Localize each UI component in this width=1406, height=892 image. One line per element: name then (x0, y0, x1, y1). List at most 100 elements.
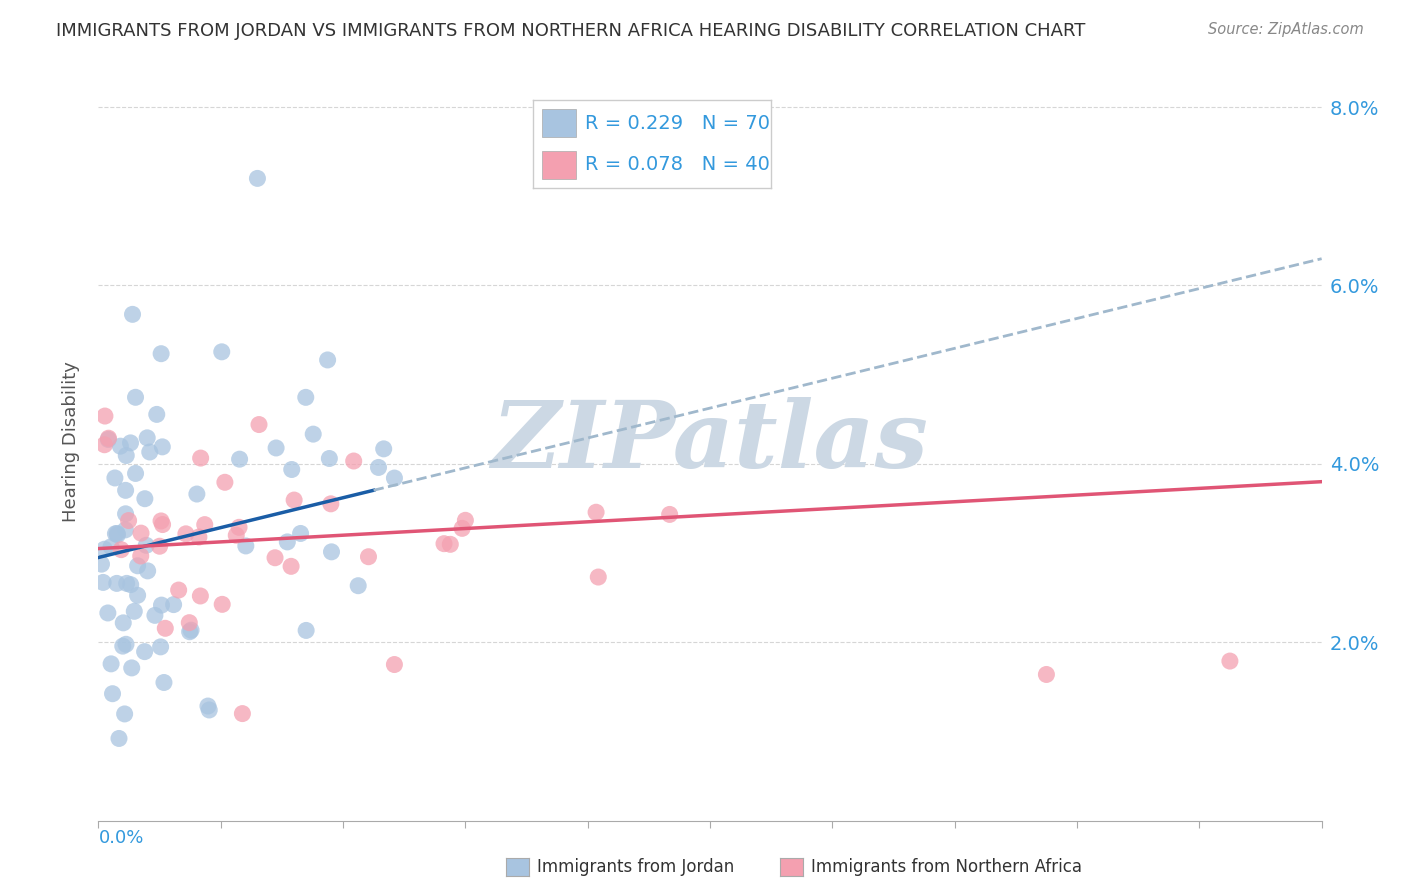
Point (162, 598, 184, 612)
Point (214, 475, 236, 490)
Point (433, 536, 456, 550)
Point (124, 390, 146, 404)
Point (139, 445, 162, 459)
Text: Immigrants from Northern Africa: Immigrants from Northern Africa (811, 858, 1083, 876)
Point (295, 624, 318, 638)
Point (280, 559, 302, 574)
Point (129, 549, 152, 563)
Point (114, 507, 136, 521)
Point (127, 588, 149, 602)
Point (121, 307, 143, 321)
Point (187, 530, 209, 544)
Point (264, 550, 287, 565)
Point (105, 576, 128, 591)
Point (658, 508, 681, 522)
Text: IMMIGRANTS FROM JORDAN VS IMMIGRANTS FROM NORTHERN AFRICA HEARING DISABILITY COR: IMMIGRANTS FROM JORDAN VS IMMIGRANTS FRO… (56, 22, 1085, 40)
Point (105, 526, 128, 541)
Point (225, 528, 247, 542)
Point (90, 557, 112, 571)
Point (231, 706, 253, 721)
Text: ZIPatlas: ZIPatlas (492, 397, 928, 486)
Point (235, 539, 257, 553)
Point (124, 604, 146, 618)
Point (347, 579, 370, 593)
Point (97, 431, 120, 445)
Point (357, 549, 380, 564)
Point (174, 526, 197, 541)
Point (121, 661, 143, 675)
Point (97, 433, 120, 447)
Point (104, 471, 127, 485)
Point (112, 615, 135, 630)
Point (115, 449, 138, 463)
Point (585, 505, 607, 519)
Point (198, 703, 221, 717)
Point (124, 467, 146, 481)
Point (150, 440, 173, 454)
Y-axis label: Hearing Disability: Hearing Disability (62, 361, 80, 522)
Point (294, 390, 316, 404)
Point (197, 699, 219, 714)
Point (136, 564, 159, 578)
Point (93, 438, 115, 452)
Point (451, 521, 474, 535)
Point (228, 520, 250, 534)
Point (114, 523, 136, 537)
Point (136, 431, 159, 445)
Point (115, 576, 138, 591)
Point (134, 645, 156, 659)
Point (111, 639, 134, 653)
Point (439, 537, 461, 551)
Point (120, 436, 142, 450)
Point (179, 624, 201, 639)
Point (149, 640, 172, 654)
Point (100, 657, 122, 671)
Point (321, 545, 343, 559)
Point (343, 454, 366, 468)
Point (120, 577, 142, 591)
Point (150, 598, 173, 612)
Point (110, 542, 132, 557)
Point (283, 493, 305, 508)
Point (150, 347, 173, 361)
Point (454, 513, 477, 527)
Point (1219, 654, 1241, 668)
Text: Immigrants from Jordan: Immigrants from Jordan (537, 858, 734, 876)
Point (114, 483, 136, 498)
Point (134, 491, 156, 506)
Text: Source: ZipAtlas.com: Source: ZipAtlas.com (1208, 22, 1364, 37)
Point (104, 526, 127, 541)
Point (384, 657, 406, 672)
Point (135, 538, 157, 552)
Point (246, 171, 269, 186)
Point (264, 441, 287, 455)
Point (117, 514, 139, 528)
Point (211, 598, 233, 612)
Point (228, 452, 250, 467)
Point (110, 439, 132, 453)
Point (316, 353, 339, 368)
Point (114, 706, 136, 721)
Point (302, 427, 325, 442)
Point (127, 558, 149, 573)
Point (150, 514, 173, 528)
Point (319, 497, 342, 511)
Point (149, 539, 172, 553)
Point (194, 517, 217, 532)
Point (115, 637, 138, 651)
Point (97, 606, 120, 620)
Point (145, 408, 167, 422)
Point (94, 409, 117, 423)
Point (190, 451, 212, 466)
Point (107, 527, 129, 541)
Point (367, 460, 389, 475)
Point (190, 589, 212, 603)
Point (290, 526, 312, 541)
Point (129, 526, 152, 541)
Point (108, 731, 131, 746)
Point (180, 623, 202, 637)
Point (1035, 667, 1057, 681)
Point (211, 344, 233, 359)
Point (153, 675, 176, 690)
Point (100, 540, 122, 554)
